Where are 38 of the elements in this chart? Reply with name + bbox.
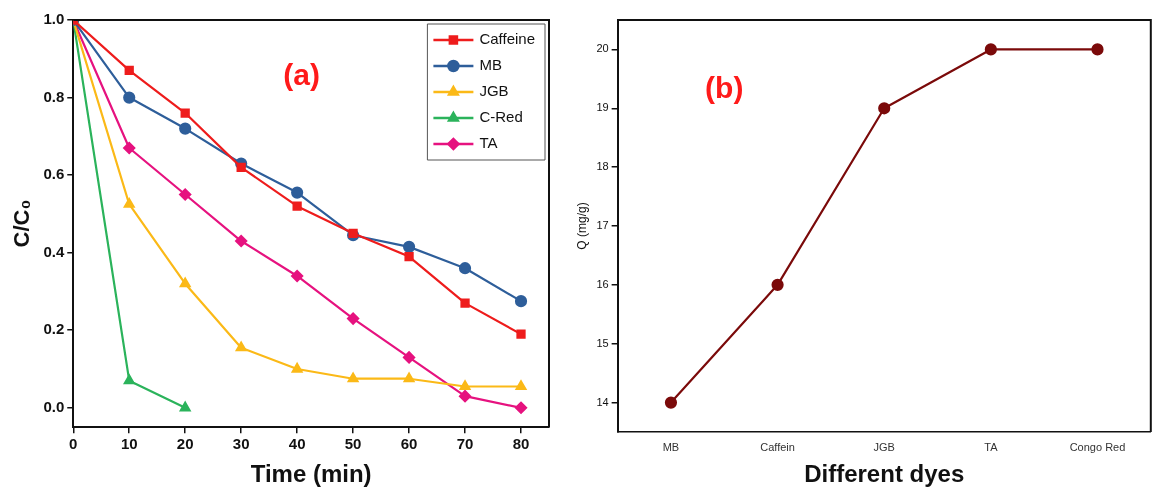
x-tick-label: JGB	[873, 440, 895, 453]
x-tick-label: MB	[662, 440, 680, 453]
y-tick-label: 16	[596, 277, 609, 290]
y-tick-label: 0.2	[43, 320, 65, 338]
legend-label: MB	[479, 56, 502, 74]
x-tick-label: 80	[512, 435, 530, 453]
x-tick-label: TA	[984, 440, 999, 453]
annotation: (b)	[705, 71, 744, 105]
x-tick-label: Congo Red	[1069, 440, 1126, 453]
legend-label: TA	[479, 134, 498, 152]
y-tick-label: 20	[596, 42, 609, 55]
x-tick-label: 40	[288, 435, 306, 453]
x-tick-label: 30	[232, 435, 250, 453]
x-tick-label: 0	[69, 435, 78, 453]
x-axis-title: Time (min)	[250, 460, 372, 488]
y-tick-label: 1.0	[43, 10, 65, 28]
legend-label: Caffeine	[479, 30, 536, 48]
legend-label: C-Red	[479, 108, 523, 126]
y-tick-label: 19	[596, 101, 609, 114]
y-axis-title: Q (mg/g)	[574, 202, 589, 250]
x-tick-label: Caffein	[760, 440, 795, 453]
y-tick-label: 0.4	[43, 242, 65, 260]
x-tick-label: 70	[456, 435, 474, 453]
x-tick-label: 60	[400, 435, 418, 453]
x-tick-label: 20	[176, 435, 194, 453]
y-tick-label: 0.8	[43, 87, 65, 105]
annotation: (a)	[283, 58, 320, 92]
y-tick-label: 0.0	[43, 397, 65, 415]
x-tick-label: 10	[120, 435, 138, 453]
x-tick-label: 50	[344, 435, 362, 453]
y-tick-label: 15	[596, 336, 609, 349]
x-axis-title: Different dyes	[804, 460, 965, 488]
y-tick-label: 14	[596, 395, 609, 408]
y-tick-label: 17	[596, 219, 609, 232]
legend-label: JGB	[479, 82, 509, 100]
y-axis-title: C/C₀	[9, 199, 35, 248]
y-tick-label: 18	[596, 160, 609, 173]
y-tick-label: 0.6	[43, 165, 65, 183]
